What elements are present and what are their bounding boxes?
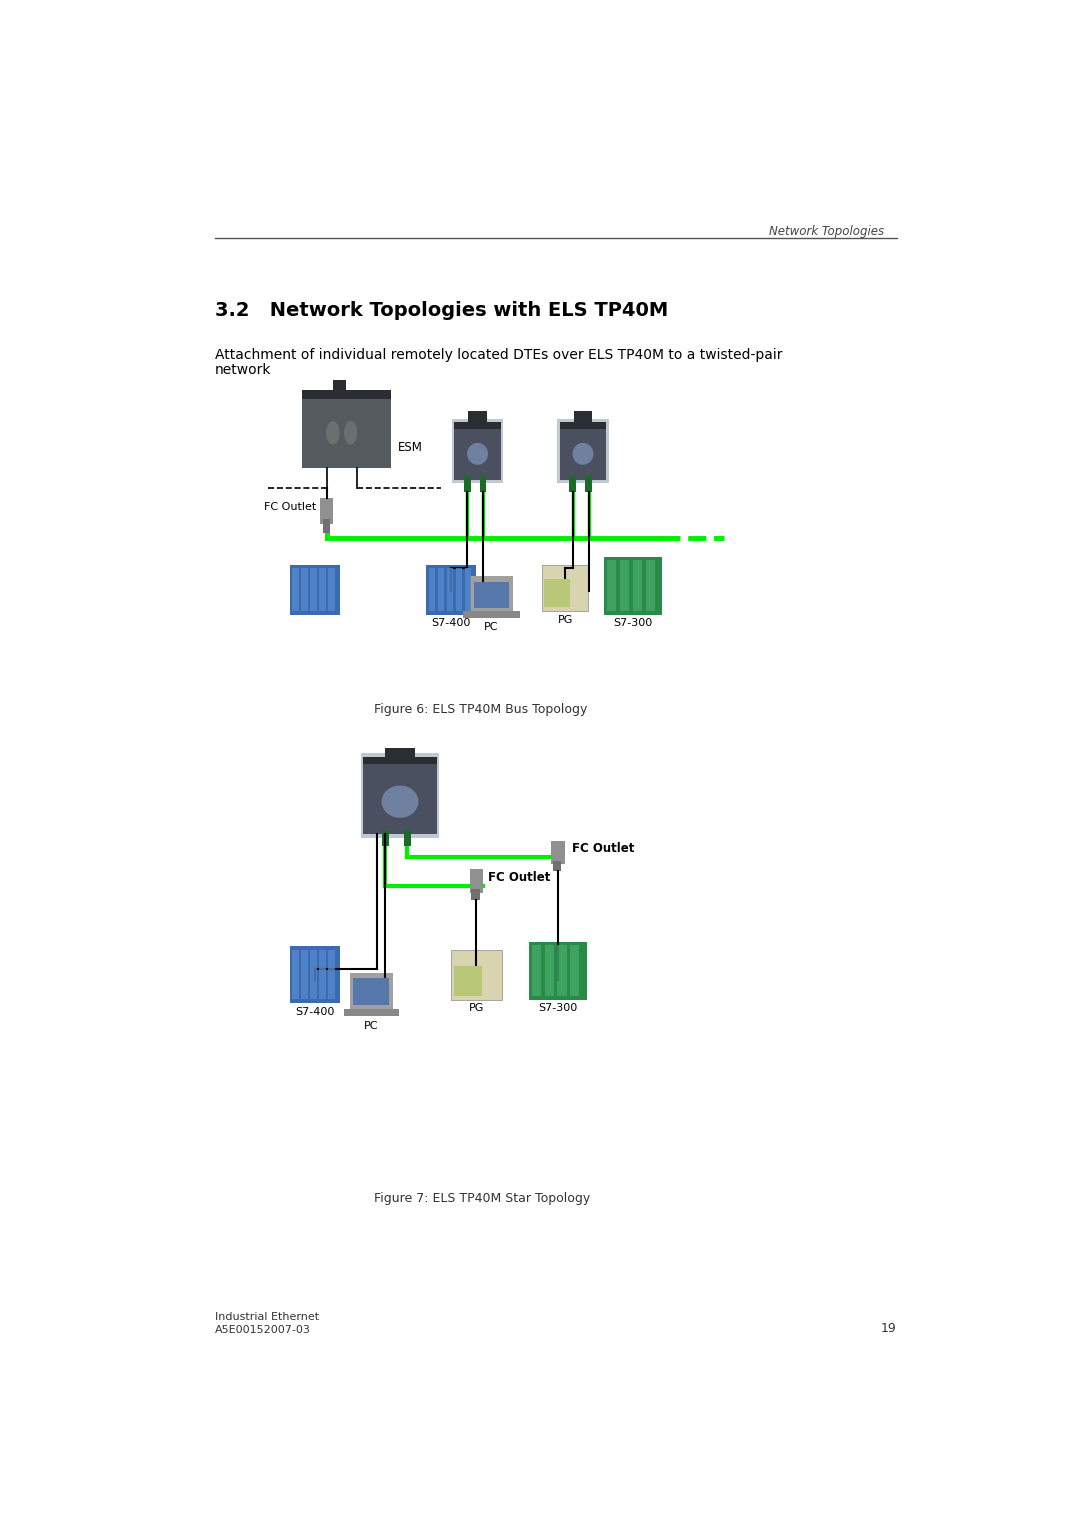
Bar [531, 946, 541, 996]
Text: Network Topologies: Network Topologies [769, 225, 885, 238]
Bar [570, 946, 579, 996]
Text: Attachment of individual remotely located DTEs over ELS TP40M to a twisted-pair: Attachment of individual remotely locate… [215, 348, 782, 362]
Text: 3.2   Network Topologies with ELS TP40M: 3.2 Network Topologies with ELS TP40M [215, 301, 667, 319]
Bar [328, 568, 335, 611]
Ellipse shape [381, 785, 418, 817]
Text: S7-400: S7-400 [295, 1007, 335, 1018]
Bar [363, 756, 437, 764]
Text: PC: PC [364, 1021, 379, 1031]
Text: ESM: ESM [397, 440, 422, 454]
Bar [464, 477, 471, 492]
Bar [573, 411, 592, 422]
Bar [470, 576, 513, 611]
Bar [454, 966, 482, 996]
Bar [350, 973, 393, 1008]
Bar [633, 561, 642, 611]
Bar [429, 568, 435, 611]
Bar [605, 556, 662, 614]
Text: Figure 7: ELS TP40M Star Topology: Figure 7: ELS TP40M Star Topology [374, 1192, 590, 1204]
Bar [620, 561, 630, 611]
Text: FC Outlet: FC Outlet [488, 871, 551, 883]
Text: S7-400: S7-400 [432, 619, 471, 628]
Bar [363, 756, 437, 834]
Bar [529, 941, 586, 999]
Bar [553, 860, 562, 871]
Text: Figure 6: ELS TP40M Bus Topology: Figure 6: ELS TP40M Bus Topology [374, 703, 586, 717]
Text: A5E00152007-03: A5E00152007-03 [215, 1325, 310, 1335]
Bar [292, 568, 299, 611]
Bar [470, 869, 483, 892]
Bar [569, 477, 576, 492]
Bar [292, 950, 299, 999]
Bar [301, 390, 391, 399]
Bar [472, 889, 480, 900]
Bar [559, 422, 606, 429]
Text: network: network [215, 364, 271, 377]
Bar [456, 568, 462, 611]
Bar [404, 831, 410, 847]
Bar [557, 946, 567, 996]
Bar [607, 561, 617, 611]
Ellipse shape [326, 422, 339, 445]
Bar [474, 582, 510, 608]
Bar [544, 579, 570, 607]
Text: PG: PG [557, 614, 572, 625]
Bar [289, 564, 340, 614]
Bar [320, 568, 326, 611]
Text: FC Outlet: FC Outlet [572, 842, 634, 856]
Bar [437, 568, 444, 611]
Ellipse shape [467, 443, 488, 465]
Bar [469, 411, 487, 422]
Bar [333, 380, 347, 390]
Bar [301, 390, 391, 468]
Bar [463, 611, 519, 619]
Bar [542, 564, 589, 611]
Bar [585, 477, 592, 492]
Bar [544, 946, 554, 996]
Bar [345, 1008, 399, 1016]
Bar [310, 568, 316, 611]
Bar [557, 419, 609, 483]
Bar [386, 747, 415, 756]
Bar [480, 477, 486, 492]
Bar [323, 520, 329, 533]
Bar [451, 419, 503, 483]
Text: 19: 19 [881, 1322, 896, 1335]
Bar [353, 978, 389, 1005]
Bar [646, 561, 654, 611]
Bar [361, 753, 440, 837]
Bar [559, 422, 606, 480]
Ellipse shape [343, 422, 357, 445]
Bar [455, 422, 501, 429]
Text: FC Outlet: FC Outlet [264, 503, 316, 512]
Bar [464, 568, 471, 611]
Ellipse shape [572, 443, 593, 465]
Bar [320, 950, 326, 999]
Bar [451, 949, 502, 999]
Text: PG: PG [469, 1004, 484, 1013]
Bar [328, 950, 335, 999]
Bar [447, 568, 454, 611]
Bar [320, 498, 334, 524]
Bar [551, 840, 565, 865]
Text: S7-300: S7-300 [538, 1004, 578, 1013]
Bar [301, 950, 308, 999]
Bar [301, 568, 308, 611]
Bar [455, 422, 501, 480]
Bar [310, 950, 316, 999]
Bar [426, 564, 476, 614]
Bar [289, 946, 340, 1004]
Bar [382, 831, 389, 847]
Text: Industrial Ethernet: Industrial Ethernet [215, 1313, 319, 1322]
Text: S7-300: S7-300 [613, 619, 653, 628]
Text: PC: PC [484, 622, 499, 633]
